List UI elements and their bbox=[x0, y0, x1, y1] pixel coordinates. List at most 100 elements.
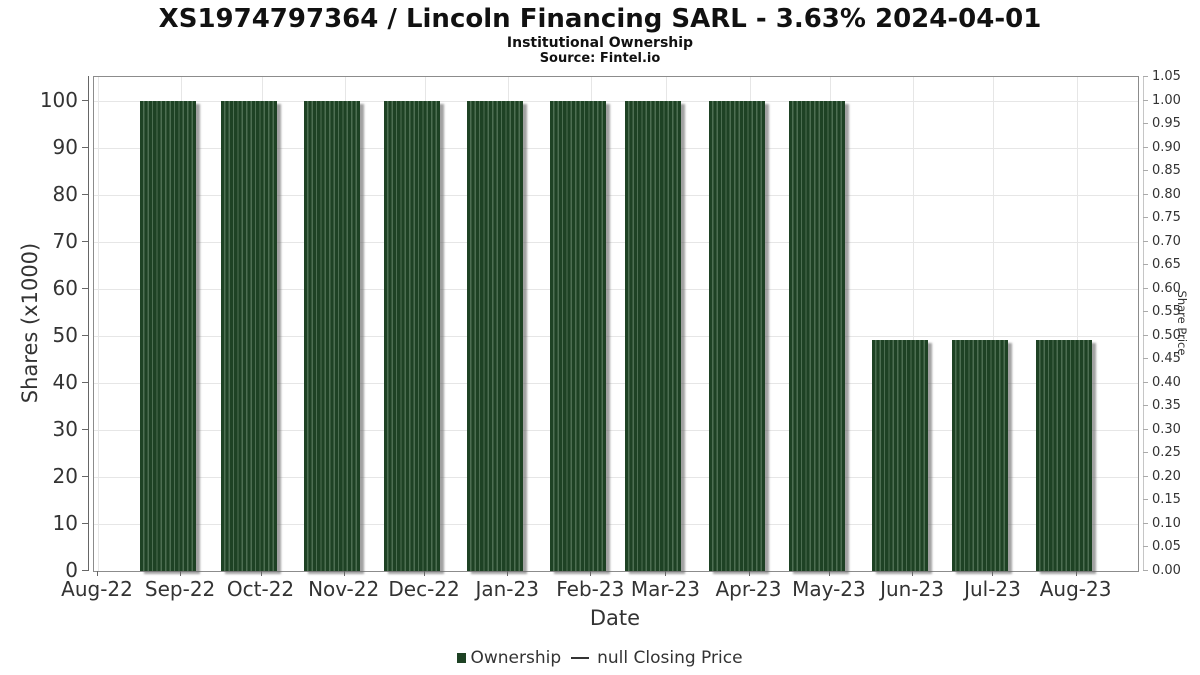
bar-Sep-22[interactable] bbox=[140, 100, 197, 571]
y-tick-right bbox=[1143, 311, 1148, 313]
x-tick-label: Apr-23 bbox=[715, 577, 782, 601]
x-tick-label: Feb-23 bbox=[556, 577, 625, 601]
y-tick-label-left: 70 bbox=[52, 228, 78, 253]
x-tick-label: Sep-22 bbox=[144, 577, 216, 601]
y-tick-label-left: 60 bbox=[52, 275, 78, 300]
y-tick-left bbox=[82, 522, 88, 524]
y-tick-right bbox=[1143, 264, 1148, 266]
y-tick-right bbox=[1143, 381, 1148, 383]
x-tick bbox=[912, 571, 914, 576]
y-tick-right bbox=[1143, 499, 1148, 501]
y-tick-label-left: 0 bbox=[65, 558, 78, 582]
y-tick-right bbox=[1143, 334, 1148, 336]
x-tick bbox=[992, 571, 994, 576]
y-tick-right bbox=[1143, 428, 1148, 430]
x-tick bbox=[507, 571, 509, 576]
bar-Jul-23[interactable] bbox=[952, 340, 1009, 571]
x-axis-title: Date bbox=[589, 606, 641, 630]
h-gridline bbox=[94, 429, 1138, 431]
plot-area bbox=[93, 76, 1139, 572]
bar-Feb-23[interactable] bbox=[550, 100, 607, 571]
h-gridline bbox=[94, 523, 1138, 525]
y-tick-label-right: 0.65 bbox=[1152, 257, 1181, 273]
y-tick-label-right: 0.30 bbox=[1152, 421, 1181, 437]
bar-Apr-23[interactable] bbox=[708, 100, 765, 571]
y-axis-title-right: Share Price bbox=[1175, 290, 1189, 356]
y-tick-label-left: 30 bbox=[52, 416, 78, 441]
y-tick-label-right: 0.00 bbox=[1152, 563, 1181, 578]
h-gridline bbox=[94, 194, 1138, 196]
y-tick-label-right: 0.25 bbox=[1152, 445, 1181, 461]
y-tick-label-right: 0.50 bbox=[1152, 327, 1181, 343]
y-tick-right bbox=[1143, 193, 1148, 195]
y-tick-label-right: 0.35 bbox=[1152, 398, 1181, 414]
x-tick bbox=[424, 571, 426, 576]
y-tick-label-right: 1.00 bbox=[1152, 92, 1181, 108]
bar-Jun-23[interactable] bbox=[872, 340, 929, 571]
y-tick-left bbox=[82, 287, 88, 289]
legend-label-closing-price: null Closing Price bbox=[597, 648, 743, 668]
y-tick-left bbox=[82, 570, 88, 571]
y-tick-label-left: 10 bbox=[52, 510, 78, 535]
y-tick-label-right: 0.90 bbox=[1152, 139, 1181, 155]
y-tick-right bbox=[1143, 76, 1148, 77]
y-tick-label-left: 100 bbox=[39, 87, 78, 112]
y-tick-left bbox=[82, 240, 88, 242]
y-tick-label-right: 0.55 bbox=[1152, 304, 1181, 320]
v-gridline bbox=[913, 77, 915, 571]
y-tick-right bbox=[1143, 240, 1148, 242]
legend-item-closing-price[interactable]: null Closing Price bbox=[561, 648, 743, 668]
bar-Dec-22[interactable] bbox=[384, 100, 441, 571]
x-tick-label: Dec-22 bbox=[388, 577, 460, 601]
y-tick-label-right: 0.05 bbox=[1152, 539, 1181, 555]
h-gridline bbox=[94, 476, 1138, 478]
chart-subtitle: Institutional Ownership bbox=[506, 35, 694, 51]
legend-item-ownership[interactable]: Ownership bbox=[457, 648, 561, 668]
y-tick-label-right: 0.80 bbox=[1152, 186, 1181, 202]
x-tick-label: Nov-22 bbox=[308, 577, 380, 601]
bar-Oct-22[interactable] bbox=[220, 100, 277, 571]
bar-Mar-23[interactable] bbox=[625, 100, 682, 571]
chart-title: XS1974797364 / Lincoln Financing SARL - … bbox=[158, 4, 1042, 34]
y-tick-label-left: 20 bbox=[52, 463, 78, 488]
y-tick-right bbox=[1143, 99, 1148, 101]
x-tick-label: Jul-23 bbox=[964, 577, 1021, 601]
bar-Jan-23[interactable] bbox=[467, 100, 524, 571]
y-tick-label-left: 50 bbox=[52, 322, 78, 347]
x-tick-label: Oct-22 bbox=[226, 577, 295, 601]
v-gridline bbox=[1076, 77, 1078, 571]
y-tick-right bbox=[1143, 405, 1148, 407]
y-axis-line-left bbox=[88, 76, 89, 571]
y-tick-label-right: 0.45 bbox=[1152, 351, 1181, 367]
x-tick-label: Aug-23 bbox=[1039, 577, 1112, 601]
y-tick-right bbox=[1143, 170, 1148, 172]
y-tick-left bbox=[82, 475, 88, 477]
ownership-swatch-icon bbox=[457, 653, 467, 663]
h-gridline bbox=[94, 100, 1138, 102]
y-tick-label-right: 0.95 bbox=[1152, 116, 1181, 132]
x-tick bbox=[828, 571, 830, 576]
y-tick-label-right: 0.40 bbox=[1152, 374, 1181, 390]
x-tick-label: Mar-23 bbox=[630, 577, 700, 601]
legend: Ownership null Closing Price bbox=[0, 646, 1200, 670]
y-tick-label-right: 0.60 bbox=[1152, 280, 1181, 296]
x-tick-label: Jan-23 bbox=[475, 577, 539, 601]
h-gridline bbox=[94, 382, 1138, 384]
bar-Aug-23[interactable] bbox=[1035, 340, 1092, 571]
bar-Nov-22[interactable] bbox=[303, 100, 360, 571]
x-tick-label: Aug-22 bbox=[61, 577, 133, 601]
y-axis-line-right bbox=[1143, 76, 1144, 571]
y-tick-label-right: 0.15 bbox=[1152, 492, 1181, 508]
y-tick-left bbox=[82, 193, 88, 195]
line-series-marker-icon bbox=[571, 656, 590, 660]
y-tick-right bbox=[1143, 546, 1148, 548]
y-tick-right bbox=[1143, 287, 1148, 289]
x-tick bbox=[260, 571, 262, 576]
y-tick-label-right: 1.05 bbox=[1152, 69, 1181, 84]
y-tick-left bbox=[82, 428, 88, 430]
y-tick-label-left: 90 bbox=[52, 134, 78, 159]
y-tick-right bbox=[1143, 570, 1148, 571]
y-tick-left bbox=[82, 334, 88, 336]
bar-May-23[interactable] bbox=[788, 100, 845, 571]
